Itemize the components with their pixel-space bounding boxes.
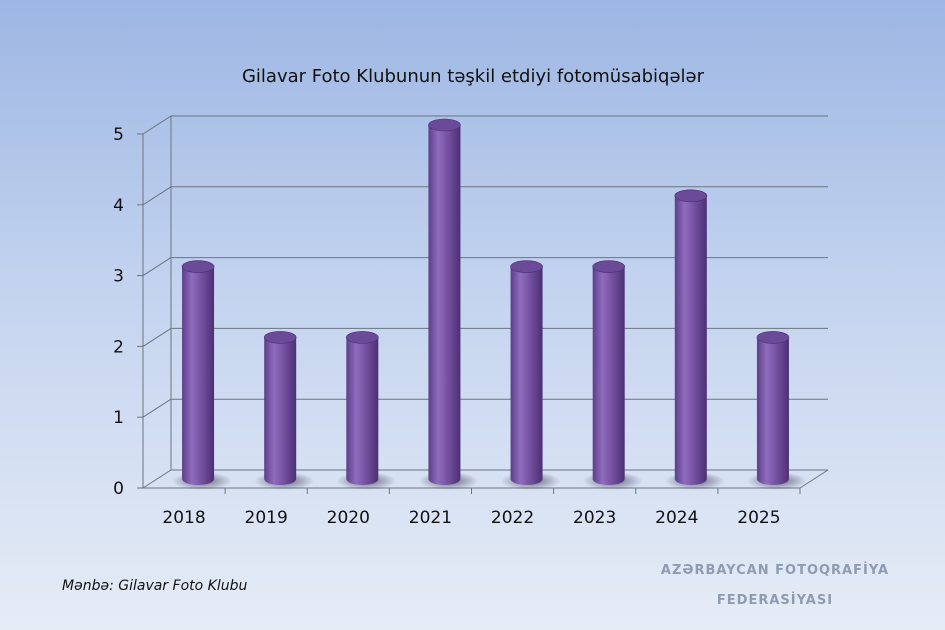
x-tick-label: 2024 xyxy=(655,508,698,528)
bar-body xyxy=(510,266,543,485)
bar-2019 xyxy=(254,331,315,490)
watermark-line-2: FEDERASİYASI xyxy=(716,593,834,608)
chart-title: Gilavar Foto Klubunun təşkil etdiyi foto… xyxy=(242,66,705,87)
x-tick-label: 2018 xyxy=(162,508,205,528)
x-tick-label: 2021 xyxy=(409,508,452,528)
bar-2024 xyxy=(664,189,725,490)
y-tick-label: 0 xyxy=(113,479,124,499)
y-axis-ticks: 0 1 2 3 4 5 xyxy=(113,125,124,499)
y-tick-label: 5 xyxy=(113,125,124,145)
y-tick-label: 1 xyxy=(113,408,124,428)
gridlines xyxy=(137,115,828,489)
bar-2018 xyxy=(172,260,233,490)
bars xyxy=(172,118,807,490)
bar-top xyxy=(674,189,708,203)
gridline-diagonal xyxy=(142,469,172,489)
bar-top xyxy=(428,118,461,132)
bar-2020 xyxy=(336,331,397,490)
source-note: Mənbə: Gilavar Foto Klubu xyxy=(62,578,248,594)
bar-body xyxy=(182,266,215,485)
bar-body xyxy=(428,125,461,485)
x-tick-label: 2022 xyxy=(491,508,534,528)
bar-top xyxy=(181,260,215,273)
chart-floor xyxy=(143,469,829,494)
bar-body xyxy=(346,337,379,485)
gridline-diagonal xyxy=(142,327,172,347)
x-tick-label: 2025 xyxy=(737,508,780,528)
bar-body xyxy=(592,266,625,485)
gridline-diagonal xyxy=(142,115,172,135)
bar-2023 xyxy=(582,260,643,490)
bar-body xyxy=(264,337,297,485)
bar-top xyxy=(263,331,297,344)
bar-top xyxy=(592,260,625,273)
x-tick-label: 2019 xyxy=(245,508,288,528)
bar-body xyxy=(756,337,789,485)
bar-2022 xyxy=(500,260,561,490)
gridline-diagonal xyxy=(142,186,172,206)
gridline-diagonal xyxy=(142,398,172,418)
bar-2021 xyxy=(418,118,479,490)
floor-edge xyxy=(799,469,829,489)
gridline-diagonal xyxy=(142,257,172,277)
bar-top xyxy=(346,331,379,344)
watermark-line-1: AZƏRBAYCAN FOTOQRAFİYA xyxy=(660,563,890,578)
bar-body xyxy=(674,195,707,486)
x-axis-ticks: 2018 2019 2020 2021 2022 2023 2024 2025 xyxy=(162,508,780,528)
y-tick-label: 3 xyxy=(113,267,124,287)
y-tick-label: 4 xyxy=(113,196,124,216)
x-tick-label: 2020 xyxy=(327,508,370,528)
bar-top xyxy=(510,260,543,273)
watermark: AZƏRBAYCAN FOTOQRAFİYA FEDERASİYASI xyxy=(640,556,910,616)
x-tick-label: 2023 xyxy=(573,508,616,528)
y-tick-label: 2 xyxy=(113,337,124,357)
bar-2025 xyxy=(746,331,807,490)
bar-top xyxy=(756,331,790,344)
